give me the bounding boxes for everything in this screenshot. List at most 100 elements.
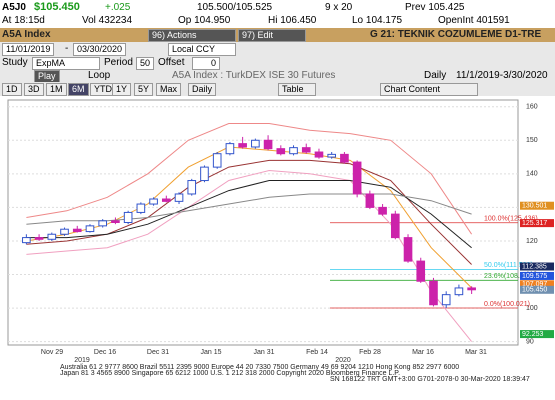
page-title: G 21: TEKNIK COZUMLEME D1-TRE [370, 29, 542, 40]
candle-body [136, 203, 146, 213]
candle-body [238, 143, 247, 148]
high: Hi 106.450 [268, 15, 317, 26]
candle-body [403, 237, 413, 262]
candle-body [378, 206, 387, 215]
x-tick-label: Feb 28 [359, 349, 381, 356]
footer-line: SN 168122 TRT GMT+3:00 G701-2078-0 30-Ma… [330, 376, 530, 383]
open: Op 104.950 [178, 15, 231, 26]
offset-input[interactable]: 0 [192, 57, 220, 70]
period-label: Period [104, 57, 133, 68]
period-button[interactable]: YTD [90, 83, 116, 96]
start-date[interactable]: 11/01/2019 [2, 43, 55, 56]
description: A5A Index : TurkDEX ISE 30 Futures [172, 70, 336, 81]
footer-line: Japan 81 3 4565 8900 Singapore 65 6212 1… [60, 370, 400, 377]
candle-body [85, 225, 95, 233]
time: At 18:15d [2, 15, 45, 26]
candle-body [390, 213, 400, 239]
change: +.025 [105, 2, 131, 13]
candle-body [225, 143, 235, 155]
y-tick-label: 160 [526, 104, 538, 111]
table-button[interactable]: Table [278, 83, 316, 96]
candle-body [301, 147, 311, 153]
period-button[interactable]: 1M [46, 83, 67, 96]
price-marker-label: 109.575 [522, 273, 547, 280]
candle-body [72, 228, 82, 233]
x-tick-label: Nov 29 [41, 349, 63, 356]
price-marker-label: 130.501 [522, 203, 547, 210]
study-line [26, 159, 472, 265]
price-marker [520, 271, 554, 280]
y-tick-label: 150 [526, 137, 538, 144]
candle-body [123, 211, 133, 223]
y-tick-label: 90 [526, 338, 534, 345]
play-bar: Play Loop A5A Index : TurkDEX ISE 30 Fut… [0, 70, 555, 83]
period-button[interactable]: 3D [24, 83, 44, 96]
candle-body [47, 233, 57, 240]
period-button[interactable]: 6M [68, 83, 89, 96]
x-tick-label: Dec 16 [94, 349, 116, 356]
price-marker [520, 285, 554, 294]
price-marker [520, 201, 554, 210]
study-select[interactable]: ExpMA [32, 57, 100, 70]
range-bar: 11/01/2019 - 03/30/2020 Local CCY [0, 42, 555, 56]
ticker: A5J0 [2, 2, 26, 13]
span: 11/1/2019-3/30/2020 [456, 70, 548, 81]
price-marker [520, 219, 554, 228]
price-marker-label: 112.385 [522, 263, 547, 270]
candle-body [276, 148, 286, 155]
candle-body [22, 237, 31, 244]
period-button[interactable]: 1Y [112, 83, 132, 96]
x-tick-label: Mar 31 [465, 349, 487, 356]
period-button[interactable]: 1D [2, 83, 22, 96]
candle-body [327, 153, 337, 158]
period-bar: Daily Table Chart Content 1D 3D 1M 6M YTD 1Y 5… [0, 82, 555, 96]
candle-body [60, 228, 69, 235]
level-label: 50.0%(111.538) [484, 262, 533, 269]
toolbar: A5A Index 96) Actions 97) Edit G 21: TEK… [0, 28, 555, 42]
study-bar: Study ExpMA Period 50 Offset 0 [0, 56, 555, 70]
price-marker [520, 280, 554, 289]
y-tick-label: 140 [526, 171, 538, 178]
prev: Prev 105.425 [405, 2, 465, 13]
period-button[interactable]: 5Y [134, 83, 154, 96]
price-marker-label: 105.450 [522, 287, 547, 294]
y-tick-label: 100 [526, 305, 538, 312]
candle-body [212, 153, 222, 168]
security: A5A Index [2, 29, 51, 40]
candle-body [429, 280, 438, 306]
end-date[interactable]: 03/30/2020 [73, 43, 127, 56]
candle-body [365, 193, 375, 208]
currency[interactable]: Local CCY [168, 43, 236, 56]
price-marker [520, 330, 554, 339]
level-label: 0.0%(100.021) [484, 301, 530, 308]
candle-body [34, 237, 44, 240]
period-input[interactable]: 50 [136, 57, 155, 70]
candle-body [263, 139, 273, 150]
period-button[interactable]: Max [156, 83, 182, 96]
frequency-select[interactable]: Daily [188, 83, 217, 96]
x-tick-label: Dec 31 [147, 349, 169, 356]
edit-button[interactable]: 97) Edit [238, 29, 306, 42]
candle-body [149, 198, 158, 205]
offset-label: Offset [158, 57, 185, 68]
chart-content-button[interactable]: Chart Content [380, 83, 478, 96]
size: 9 x 20 [325, 2, 353, 13]
actions-button[interactable]: 96) Actions [148, 29, 236, 42]
x-tick-label: Mar 16 [412, 349, 434, 356]
open-interest: OpenInt 401591 [438, 15, 510, 26]
level-label: 23.6%(108.277) [484, 273, 534, 280]
range-sep: - [65, 43, 69, 54]
study-line [26, 180, 472, 249]
volume: Vol 432234 [82, 15, 133, 26]
footer-line: Australia 61 2 9777 8600 Brazil 5511 239… [60, 364, 459, 371]
candle-body [340, 153, 349, 163]
candle-body [251, 139, 260, 148]
candle-body [467, 287, 476, 291]
loop-label[interactable]: Loop [88, 70, 111, 81]
candle-body [314, 151, 324, 158]
candle-body [352, 161, 362, 195]
level-label: 100.0%(125.436) [484, 216, 538, 223]
bid-ask: 105.500/105.525 [197, 2, 273, 13]
